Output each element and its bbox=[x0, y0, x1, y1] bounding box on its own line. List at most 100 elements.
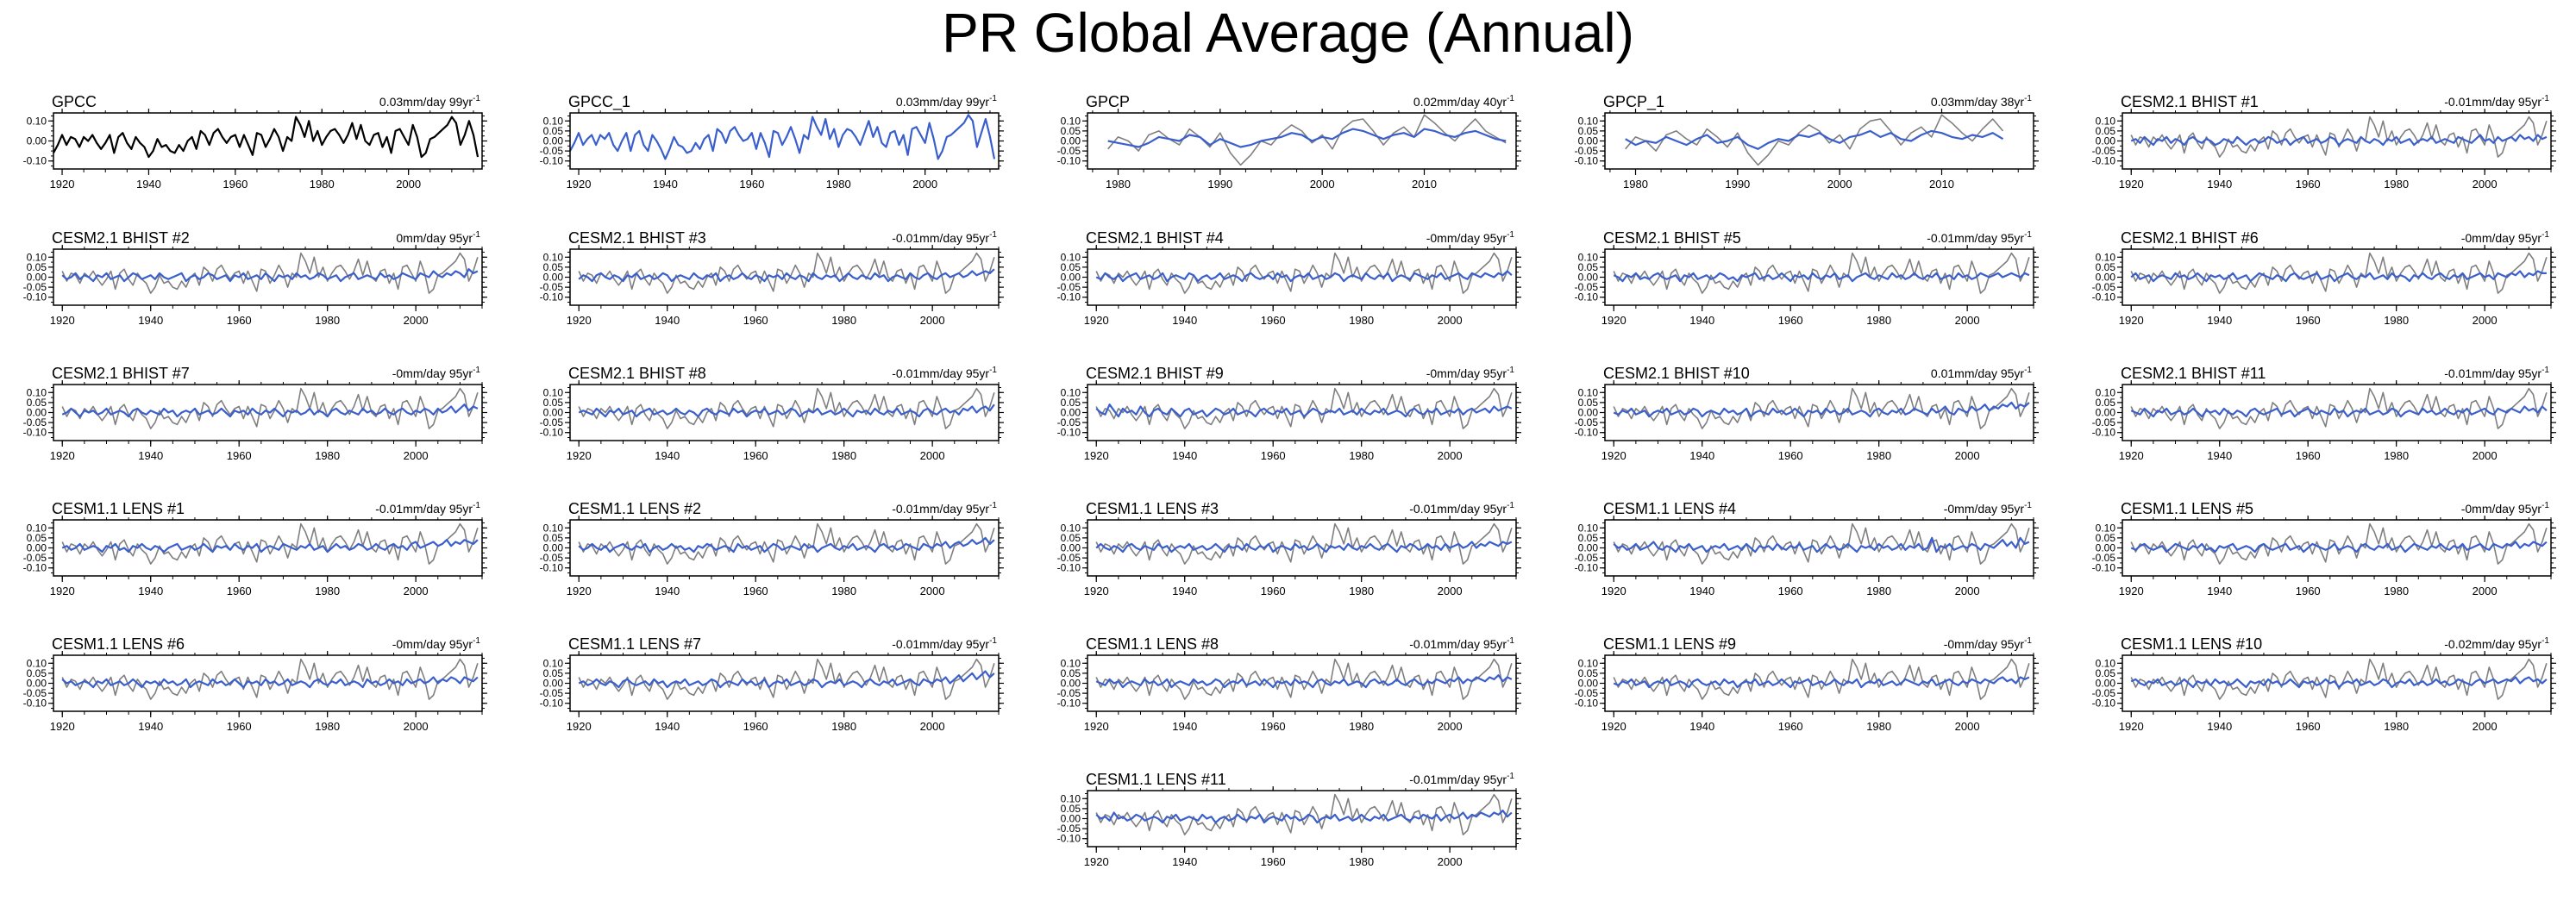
series-line bbox=[1625, 129, 2004, 150]
series-line bbox=[61, 403, 479, 418]
trend-value: -0.01mm/day 95yr bbox=[1409, 502, 1507, 516]
panel-title: GPCC_1 bbox=[568, 93, 630, 111]
y-tick-label: -0.05 bbox=[1057, 281, 1081, 293]
series-line bbox=[1613, 387, 2030, 429]
trend-exponent: -1 bbox=[473, 636, 480, 646]
x-tick-label: 2010 bbox=[1929, 178, 1954, 191]
x-tick-label: 1940 bbox=[2207, 720, 2232, 733]
series-line bbox=[1107, 128, 1507, 148]
trend-exponent: -1 bbox=[989, 366, 997, 375]
y-tick-label: -0.05 bbox=[2092, 145, 2116, 157]
trend-exponent: -1 bbox=[473, 501, 480, 510]
series-line bbox=[1095, 252, 1513, 294]
x-tick-label: 1980 bbox=[310, 178, 335, 191]
panel-title: CESM2.1 BHIST #9 bbox=[1086, 365, 1224, 382]
figure-title: PR Global Average (Annual) bbox=[942, 2, 1634, 64]
x-tick-label: 1920 bbox=[2119, 720, 2144, 733]
y-tick-label: 0.00 bbox=[1061, 678, 1081, 690]
series-line bbox=[1613, 401, 2030, 418]
y-tick-label: 0.00 bbox=[2096, 272, 2116, 284]
trend-exponent: -1 bbox=[989, 501, 997, 510]
x-tick-label: 1920 bbox=[2119, 449, 2144, 462]
x-tick-label: 1980 bbox=[1866, 585, 1891, 597]
x-tick-label: 2000 bbox=[2473, 720, 2498, 733]
series-line bbox=[1613, 536, 2030, 554]
y-tick-label: 0.10 bbox=[543, 251, 564, 263]
panel: CESM2.1 BHIST #8 -0.01mm/day 95yr-10.100.… bbox=[540, 365, 1004, 462]
panel: CESM1.1 LENS #4 -0mm/day 95yr-1 0.100.050.… bbox=[1575, 500, 2039, 597]
x-tick-label: 2000 bbox=[396, 178, 421, 191]
series-line bbox=[1095, 541, 1513, 554]
x-tick-label: 1960 bbox=[2296, 449, 2321, 462]
x-tick-label: 1960 bbox=[227, 449, 252, 462]
x-tick-label: 2000 bbox=[920, 720, 945, 733]
series-line bbox=[1095, 522, 1513, 565]
trend-exponent: -1 bbox=[2024, 501, 2032, 510]
x-tick-label: 1940 bbox=[655, 720, 680, 733]
x-tick-label: 1940 bbox=[138, 314, 163, 327]
x-tick-label: 2000 bbox=[1438, 720, 1463, 733]
trend-exponent: -1 bbox=[989, 230, 997, 240]
y-tick-label: 0.05 bbox=[543, 397, 564, 409]
y-tick-label: 0.05 bbox=[1578, 397, 1599, 409]
series-line bbox=[1625, 114, 2004, 166]
trend-value: -0mm/day 95yr bbox=[1426, 366, 1507, 380]
trend-label: -0.01mm/day 95yr-1 bbox=[1927, 230, 2032, 245]
trend-exponent: -1 bbox=[2024, 230, 2032, 240]
series-line bbox=[1613, 676, 2030, 689]
panel-title: CESM2.1 BHIST #3 bbox=[568, 229, 706, 247]
panel-title: CESM1.1 LENS #1 bbox=[52, 500, 185, 517]
x-tick-label: 1920 bbox=[1601, 720, 1626, 733]
x-tick-label: 1980 bbox=[831, 585, 856, 597]
x-tick-label: 2000 bbox=[1955, 449, 1980, 462]
x-tick-label: 1980 bbox=[2384, 720, 2409, 733]
y-tick-label: -0.10 bbox=[2092, 291, 2116, 303]
x-tick-label: 1940 bbox=[136, 178, 161, 191]
y-tick-label: -0.05 bbox=[1057, 823, 1081, 835]
y-tick-label: -0.05 bbox=[23, 281, 47, 293]
x-tick-label: 1940 bbox=[1689, 585, 1714, 597]
series-line bbox=[578, 522, 995, 565]
series-line bbox=[61, 658, 479, 700]
y-tick-label: -0.05 bbox=[540, 281, 564, 293]
panel-title: CESM2.1 BHIST #1 bbox=[2121, 93, 2259, 110]
y-tick-label: 0.00 bbox=[1061, 542, 1081, 554]
y-tick-label: 0.05 bbox=[1061, 125, 1081, 137]
trend-label: -0mm/day 95yr-1 bbox=[1944, 501, 2033, 516]
y-tick-label: -0.10 bbox=[540, 291, 564, 303]
y-tick-label: -0.10 bbox=[540, 697, 564, 710]
series-line bbox=[578, 268, 995, 283]
y-tick-label: 0.05 bbox=[2096, 667, 2116, 679]
trend-value: -0.01mm/day 95yr bbox=[375, 502, 473, 516]
trend-value: -0.01mm/day 95yr bbox=[892, 366, 989, 380]
trend-label: 0.02mm/day 40yr-1 bbox=[1413, 94, 1515, 109]
x-tick-label: 1980 bbox=[1623, 178, 1648, 191]
x-tick-label: 1940 bbox=[655, 449, 680, 462]
x-tick-label: 2000 bbox=[920, 314, 945, 327]
x-tick-label: 1960 bbox=[2296, 314, 2321, 327]
y-tick-label: -0.10 bbox=[2092, 155, 2116, 167]
trend-label: 0.03mm/day 99yr-1 bbox=[896, 94, 998, 109]
series-line bbox=[61, 252, 479, 294]
series-line bbox=[53, 116, 479, 159]
trend-exponent: -1 bbox=[2542, 636, 2549, 646]
panel: CESM2.1 BHIST #7 -0mm/day 95yr-1 0.100.050… bbox=[23, 365, 487, 462]
trend-label: -0.01mm/day 95yr-1 bbox=[892, 501, 997, 516]
y-tick-label: 0.00 bbox=[543, 407, 564, 419]
x-tick-label: 2000 bbox=[2473, 178, 2498, 191]
y-tick-label: 0.05 bbox=[27, 397, 47, 409]
y-tick-label: 0.05 bbox=[1578, 667, 1599, 679]
x-tick-label: 2000 bbox=[404, 720, 429, 733]
trend-label: -0mm/day 95yr-1 bbox=[1944, 636, 2033, 651]
series-line bbox=[1095, 658, 1513, 700]
y-tick-label: 0.10 bbox=[543, 386, 564, 398]
series-line bbox=[61, 268, 479, 283]
series-line bbox=[2130, 134, 2548, 147]
y-tick-label: -0.10 bbox=[1057, 155, 1081, 167]
x-tick-label: 1980 bbox=[1349, 855, 1374, 868]
y-tick-label: -0.10 bbox=[1575, 291, 1599, 303]
series-line bbox=[1095, 387, 1513, 429]
trend-value: -0mm/day 95yr bbox=[1944, 502, 2025, 516]
trend-label: -0.01mm/day 95yr-1 bbox=[892, 230, 997, 245]
